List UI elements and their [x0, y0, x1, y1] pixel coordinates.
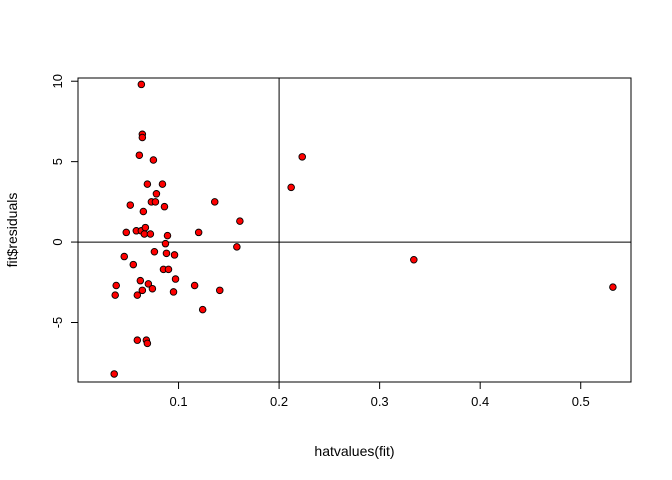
data-point [158, 180, 167, 188]
y-tick-label: 5 [50, 158, 65, 165]
x-tick-label: 0.1 [170, 394, 188, 409]
data-point [233, 243, 241, 251]
data-point [139, 207, 148, 216]
x-axis-label: hatvalues(fit) [314, 443, 394, 459]
data-point [138, 286, 147, 295]
data-point [120, 252, 129, 261]
data-point [110, 370, 118, 378]
data-point [150, 247, 159, 256]
x-tick-label: 0.3 [371, 394, 389, 409]
x-axis: 0.1 0.2 0.3 0.4 0.5 [170, 381, 590, 409]
data-point [164, 265, 173, 274]
x-tick-label: 0.5 [572, 394, 590, 409]
data-point [410, 256, 418, 264]
x-tick-label: 0.2 [270, 394, 288, 409]
data-point [112, 281, 120, 290]
y-tick-label: 0 [50, 238, 65, 245]
y-tick-label: -5 [50, 317, 65, 329]
y-axis-label: fit$residuals [4, 193, 20, 268]
data-point [135, 151, 144, 159]
data-point [149, 156, 158, 164]
data-point [122, 228, 131, 237]
data-point [163, 231, 172, 240]
data-point [190, 281, 199, 290]
data-point [133, 336, 142, 344]
data-point [160, 202, 169, 211]
data-point [137, 80, 146, 89]
data-point [152, 190, 161, 198]
data-point [170, 251, 179, 259]
data-point [148, 284, 157, 293]
data-point [111, 291, 119, 299]
data-point [161, 239, 170, 248]
data-point [144, 280, 153, 288]
data-point [129, 260, 138, 269]
data-point [171, 275, 180, 283]
data-point [143, 180, 152, 188]
data-points [110, 80, 617, 378]
data-point [133, 291, 142, 299]
data-point [609, 283, 617, 291]
data-point [169, 288, 178, 296]
data-point [151, 198, 160, 206]
data-point [126, 201, 135, 209]
data-point [287, 183, 295, 192]
data-point [146, 230, 155, 238]
data-point [298, 153, 306, 161]
data-point [216, 286, 224, 295]
data-point [136, 276, 145, 285]
data-point [198, 305, 207, 314]
data-point [141, 223, 150, 232]
data-point [143, 339, 152, 348]
data-point [162, 249, 171, 258]
plot-frame [77, 77, 632, 383]
data-point [138, 133, 147, 142]
x-tick-label: 0.4 [471, 394, 489, 409]
data-point [194, 228, 203, 237]
data-point [210, 198, 219, 206]
y-tick-label: 10 [50, 74, 65, 88]
data-point [236, 217, 244, 225]
y-axis: -5 0 5 10 [50, 74, 79, 329]
